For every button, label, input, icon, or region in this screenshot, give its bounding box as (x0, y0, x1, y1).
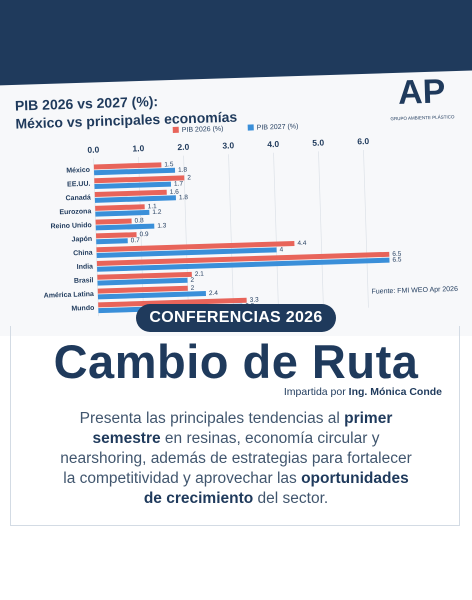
y-tick-label: Japón (71, 236, 92, 244)
description-text: Presenta las principales tendencias al (79, 410, 345, 427)
value-label: 6.5 (392, 251, 402, 258)
value-label: 2.4 (209, 290, 219, 297)
legend-swatch (247, 124, 254, 131)
bar (95, 209, 150, 217)
logo-name: GRUPO AMBIENTE PLÁSTICO (390, 113, 455, 121)
value-label: 1.5 (164, 161, 174, 168)
bar (94, 181, 172, 190)
bar (94, 189, 167, 198)
description-text: en resinas, economía circular y nearshor… (60, 430, 412, 487)
value-label: 2 (190, 277, 194, 284)
bar (94, 195, 176, 203)
y-tick-label: Brasil (74, 277, 94, 285)
value-label: 2.1 (195, 271, 205, 278)
bar (97, 277, 188, 286)
legend-label: PIB 2026 (%) (182, 126, 224, 134)
headline: Cambio de Ruta (53, 335, 419, 388)
y-tick-label: Mundo (71, 305, 94, 313)
value-label: 1.1 (148, 203, 158, 210)
bar (95, 232, 137, 239)
y-tick-label: India (77, 263, 94, 271)
y-tick-label: México (66, 167, 90, 175)
bar (95, 204, 145, 211)
y-tick-label: Reino Unido (50, 222, 91, 230)
bar (96, 240, 295, 253)
bar (93, 167, 176, 176)
chart-card: PIB 2026 vs 2027 (%): México vs principa… (0, 69, 472, 336)
legend-label: PIB 2027 (%) (257, 123, 299, 131)
value-label: 1.6 (170, 189, 180, 196)
bar (95, 223, 155, 231)
value-label: 1.8 (179, 194, 189, 201)
description-emphasis: primer semestre (92, 410, 393, 447)
description-emphasis: oportunidades de crecimiento (143, 470, 409, 507)
value-label: 4.4 (297, 240, 307, 247)
x-tick-label: 2.0 (177, 142, 189, 152)
grid-line (363, 149, 369, 308)
value-label: 1.8 (178, 167, 188, 174)
y-tick-label: China (73, 250, 93, 258)
legend-swatch (172, 126, 179, 133)
value-label: 0.9 (139, 231, 149, 238)
value-label: 4 (279, 246, 283, 253)
bar (97, 257, 390, 272)
value-label: 1.7 (174, 180, 184, 187)
value-label: 2 (187, 174, 191, 181)
chart-title: PIB 2026 vs 2027 (%): (15, 93, 159, 113)
byline: Impartida por Ing. Mónica Conde (284, 386, 442, 398)
grid-line (318, 151, 324, 310)
bar (98, 297, 247, 308)
bar (97, 290, 207, 300)
y-tick-label: EE.UU. (67, 181, 91, 189)
value-label: 1.2 (152, 209, 162, 216)
logo-mark: AP (398, 72, 446, 111)
description-text: del sector. (253, 490, 329, 507)
value-label: 0.8 (135, 217, 145, 224)
x-tick-label: 1.0 (132, 143, 144, 153)
value-label: 0.7 (131, 237, 141, 244)
bar (96, 247, 277, 259)
bar (94, 175, 185, 184)
bar (96, 251, 390, 266)
chart-subtitle: México vs principales economías (15, 109, 237, 132)
x-tick-label: 3.0 (222, 140, 234, 150)
y-tick-label: Canadá (65, 195, 91, 203)
chart-source: Fuente: FMI WEO Apr 2026 (371, 286, 458, 296)
value-label: 2 (191, 285, 195, 292)
bar (95, 218, 132, 225)
bar (96, 238, 128, 245)
x-tick-label: 6.0 (357, 136, 369, 146)
bar (97, 271, 192, 280)
byline-prefix: Impartida por (283, 386, 346, 398)
y-tick-label: América Latina (44, 291, 94, 300)
bar (97, 285, 188, 294)
y-tick-label: Eurozona (59, 208, 91, 216)
content-frame (10, 326, 460, 526)
value-label: 3.3 (250, 297, 260, 304)
grid-line (273, 152, 279, 311)
header: PIB 2026 vs 2027 (%): México vs principa… (0, 0, 472, 336)
badge: CONFERENCIAS 2026 (136, 304, 336, 332)
speaker: Ing. Mónica Conde (348, 386, 442, 398)
grid-line (228, 154, 234, 312)
x-tick-label: 5.0 (312, 137, 324, 147)
bar (93, 162, 162, 170)
x-tick-label: 0.0 (87, 145, 99, 155)
value-label: 1.3 (157, 222, 167, 229)
value-label: 6.5 (392, 256, 402, 263)
description: Presenta las principales tendencias al p… (56, 409, 416, 509)
x-tick-label: 4.0 (267, 139, 279, 149)
